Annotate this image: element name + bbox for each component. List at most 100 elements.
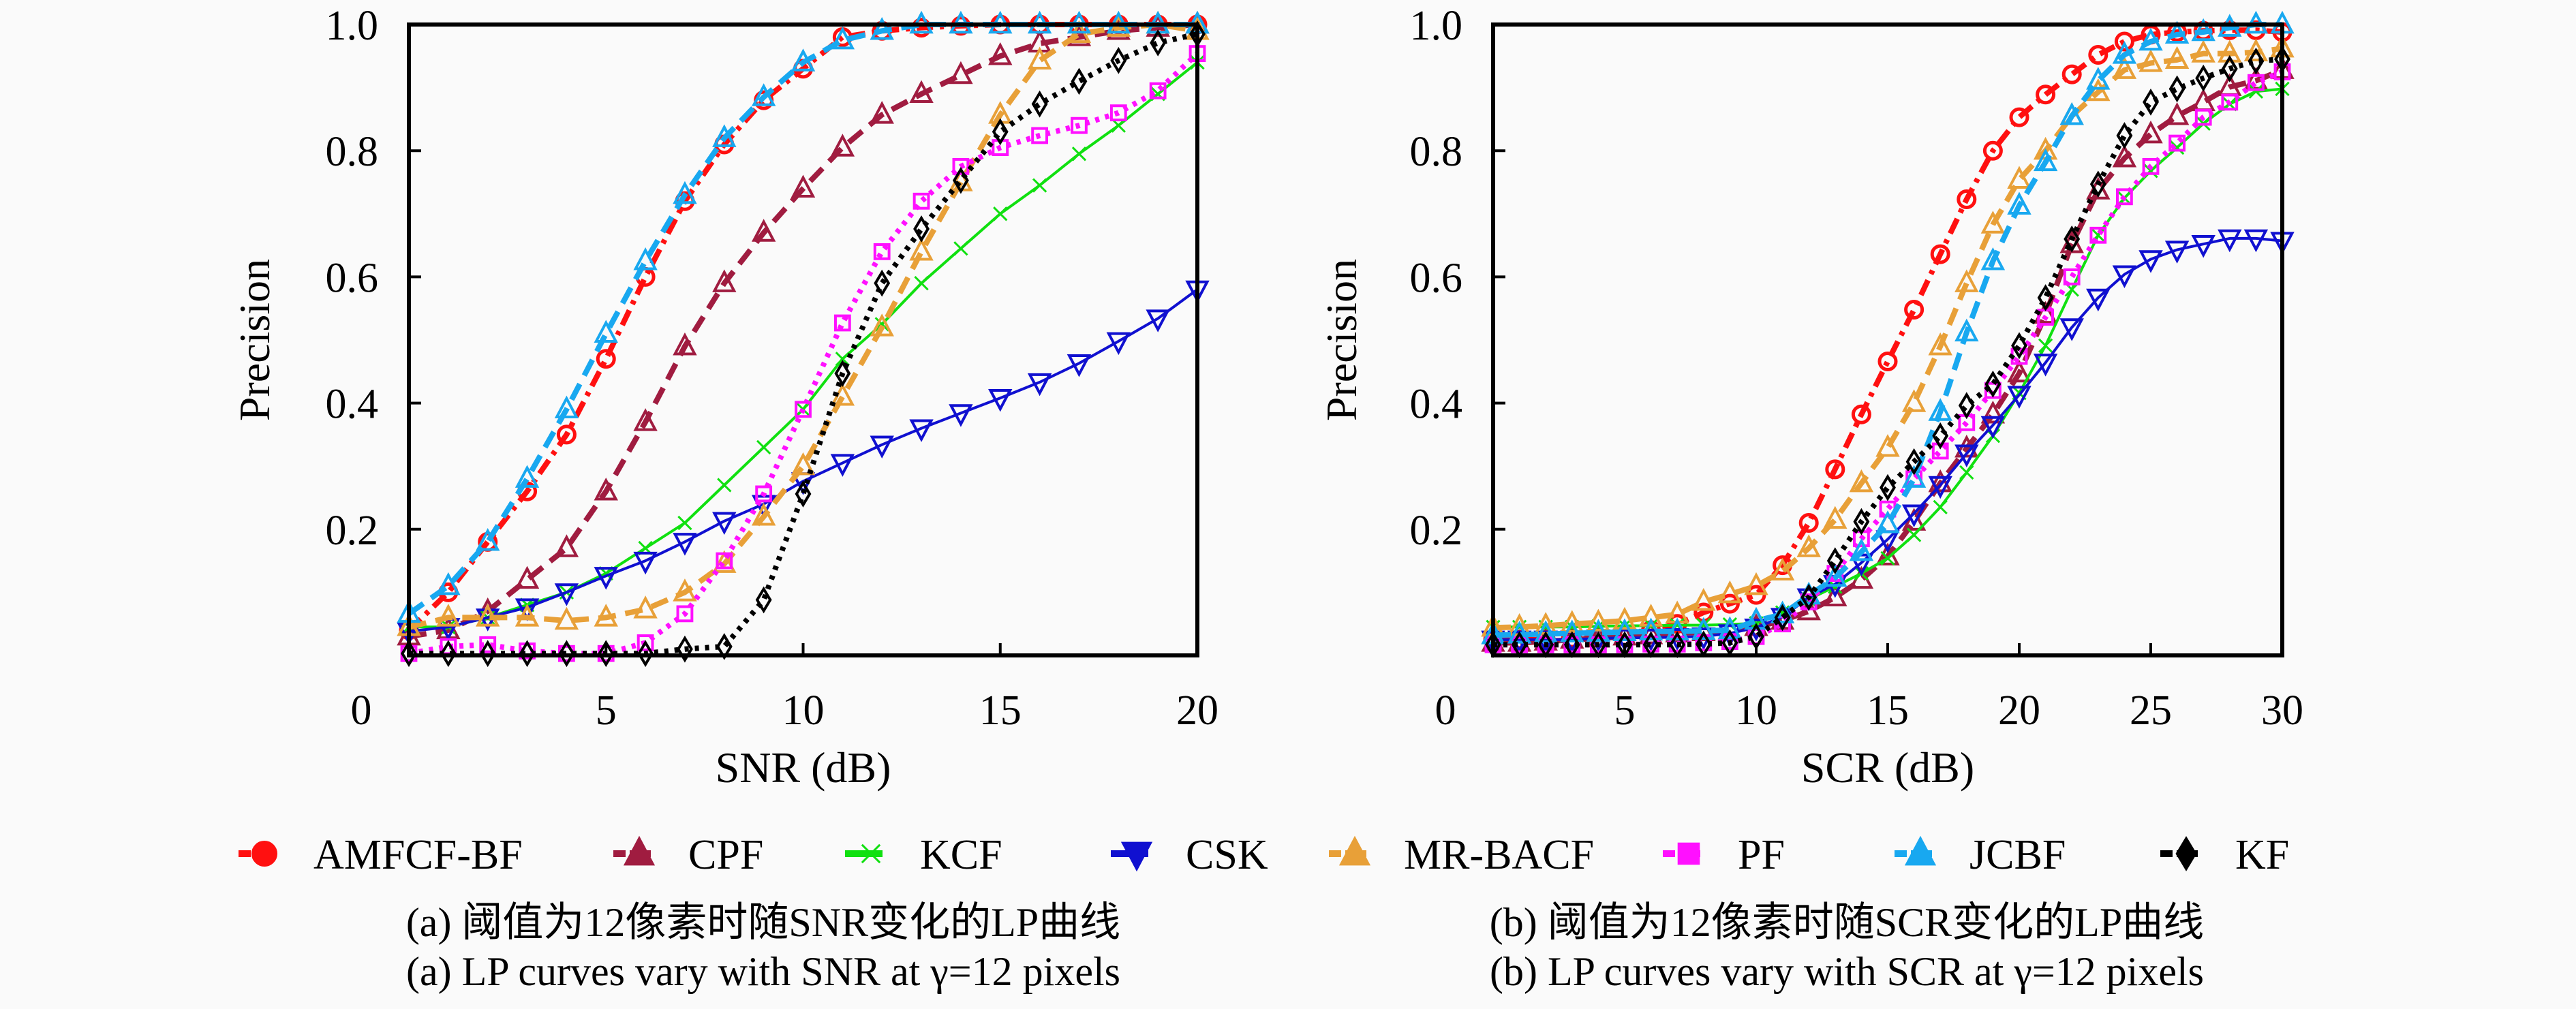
- data-point: [2007, 191, 2031, 215]
- data-point: [833, 314, 851, 332]
- data-point: [2112, 144, 2137, 168]
- data-point: [2007, 359, 2031, 383]
- data-point: [1901, 389, 1927, 412]
- data-point: [1744, 572, 1768, 595]
- data-point: [554, 606, 579, 630]
- data-point: [1904, 300, 1925, 320]
- data-point: [870, 435, 894, 459]
- data-point: [554, 583, 579, 606]
- data-point: [2168, 134, 2186, 152]
- data-point: [834, 360, 851, 387]
- data-point: [1507, 621, 1532, 644]
- data-point: [519, 640, 536, 668]
- data-point: [2086, 67, 2111, 90]
- data-point: [791, 48, 816, 72]
- data-point: [1928, 469, 1952, 493]
- data-point: [1928, 332, 1952, 356]
- data-point: [2243, 229, 2269, 253]
- data-point: [475, 604, 500, 627]
- data-point: [1106, 332, 1131, 356]
- data-point: [2059, 102, 2084, 125]
- series-line: [1493, 67, 2284, 646]
- data-point: [1586, 608, 1611, 632]
- data-point: [677, 635, 693, 663]
- data-point: [2164, 46, 2190, 69]
- data-point: [1071, 146, 1087, 161]
- data-point: [436, 604, 461, 627]
- data-point: [2088, 44, 2109, 65]
- data-point: [594, 604, 618, 627]
- data-point: [2138, 27, 2163, 51]
- data-point: [1109, 104, 1127, 122]
- legend-label: KCF: [920, 832, 1002, 878]
- data-point: [1027, 373, 1052, 397]
- data-point: [1980, 400, 2006, 424]
- legend-label: CPF: [688, 832, 763, 878]
- data-point: [554, 534, 579, 557]
- data-point: [2191, 40, 2215, 63]
- series-kf: [1485, 46, 2290, 659]
- data-point: [992, 118, 1009, 146]
- x-tick-label: 30: [2261, 687, 2303, 734]
- legend-item-jcbf: JCBF: [1895, 832, 2066, 878]
- legend-marker-triangle-down: [1120, 841, 1153, 872]
- x-tick-label: 5: [596, 687, 617, 734]
- data-point: [1849, 469, 1874, 493]
- y-tick-label: 0.8: [1410, 129, 1463, 175]
- data-point: [2089, 170, 2106, 198]
- data-point: [2248, 84, 2264, 99]
- data-point: [712, 124, 737, 147]
- data-point: [515, 604, 540, 627]
- y-tick-label: 1.0: [1410, 3, 1463, 49]
- data-point: [2112, 265, 2137, 288]
- data-point: [949, 61, 973, 84]
- data-point: [755, 586, 772, 614]
- legend-marker-diamond: [2175, 836, 2197, 871]
- data-point: [1774, 604, 1791, 632]
- y-tick-label: 0.2: [1410, 508, 1463, 554]
- data-point: [1027, 46, 1052, 69]
- data-point: [2169, 140, 2185, 155]
- legend-marker-circle: [251, 841, 277, 867]
- data-point: [2061, 64, 2082, 84]
- data-point: [2037, 284, 2054, 311]
- data-point: [2248, 47, 2265, 75]
- data-point: [914, 275, 929, 291]
- data-point: [2194, 108, 2212, 126]
- data-point: [2143, 89, 2159, 116]
- legend-item-amfcf-bf: AMFCF-BF: [239, 832, 523, 878]
- legend-marker-x: [861, 843, 881, 864]
- legend-marker-square: [1677, 842, 1700, 865]
- data-point: [751, 83, 776, 106]
- y-tick-label: 0.6: [1410, 255, 1463, 301]
- data-point: [2011, 332, 2027, 360]
- data-point: [1875, 510, 1900, 533]
- data-point: [795, 480, 812, 508]
- series-line: [1492, 46, 2283, 631]
- data-point: [751, 503, 776, 526]
- data-point: [676, 605, 694, 623]
- data-point: [1959, 465, 1974, 480]
- data-point: [1071, 67, 1088, 95]
- data-point: [1880, 474, 1896, 501]
- chart-panel-b: 0 5 10 15 20 25 30 0.2 0.4 0.6 0.8 1.0 SCR (dB) Preci…: [1317, 3, 2303, 792]
- caption-b-chinese: (b) 阈值为12像素时随SCR变化的LP曲线: [1489, 900, 2205, 945]
- data-point: [2221, 55, 2238, 82]
- data-point: [1928, 398, 1952, 421]
- data-point: [870, 313, 894, 337]
- data-point: [2191, 235, 2215, 258]
- x-tick-label: 20: [1176, 687, 1218, 734]
- data-point: [1612, 606, 1637, 630]
- series-line: [408, 51, 1199, 657]
- x-axis-label: SCR (dB): [1801, 743, 1974, 792]
- data-point: [1825, 459, 1845, 480]
- data-point: [1717, 616, 1743, 640]
- data-point: [2243, 38, 2269, 61]
- data-point: [874, 269, 891, 297]
- data-point: [596, 349, 616, 369]
- data-point: [1691, 617, 1716, 640]
- data-point: [479, 636, 497, 653]
- series-line: [1493, 69, 2284, 648]
- legend-label: KF: [2235, 832, 2289, 878]
